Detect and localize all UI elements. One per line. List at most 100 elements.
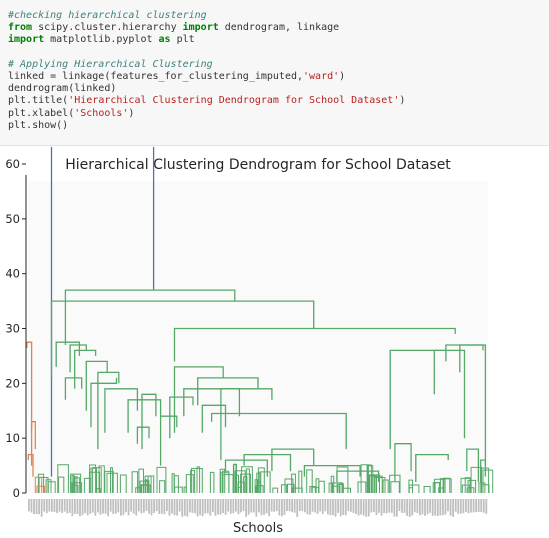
x-tick-label-mark [250, 499, 253, 513]
y-axis: 0 10 20 30 40 50 60 [5, 157, 27, 500]
code-cell[interactable]: #checking hierarchical clustering from sc… [0, 0, 549, 146]
x-tick-label-mark [293, 499, 296, 513]
x-tick-label-mark [352, 499, 355, 513]
code-line: dendrogram(linked) [8, 83, 405, 95]
dendrogram-leaf-merge [190, 470, 196, 493]
dendrogram-leaf-merge [408, 484, 420, 493]
x-tick-label-mark [30, 499, 33, 513]
dendrogram-link [415, 453, 449, 482]
code-token: linked = linkage(features_for_clustering… [8, 71, 304, 83]
x-tick-label-mark [286, 499, 288, 512]
dendrogram-leaf-merge [336, 466, 349, 493]
dendrogram-leaf-merge [190, 468, 203, 493]
dendrogram-leaf-merge [147, 475, 155, 493]
dendrogram-leaf-merge [390, 481, 400, 493]
code-line: from scipy.cluster.hierarchy import dend… [8, 22, 405, 34]
x-tick-label-mark [465, 499, 467, 512]
x-tick-label-mark [86, 499, 89, 516]
x-tick-label-mark [63, 499, 66, 512]
code-token: plt [170, 34, 195, 46]
x-tick-label-mark [91, 499, 94, 513]
dendrogram-link [271, 448, 315, 472]
dendrogram-link [173, 366, 224, 433]
x-tick-label-mark [222, 499, 225, 514]
dendrogram-link [97, 371, 120, 450]
x-tick-label-mark [237, 499, 240, 515]
x-tick-label-mark [143, 499, 145, 513]
x-tick-label-mark [171, 499, 173, 514]
x-tick-label-mark [408, 499, 411, 517]
dendrogram-leaf-merge [259, 471, 271, 493]
dendrogram-leaf-merge [144, 479, 148, 493]
dendrogram-leaf-merge [174, 486, 183, 493]
x-tick-label-mark [227, 499, 230, 512]
x-tick-label-mark [135, 499, 138, 516]
dendrogram-link [30, 421, 36, 450]
dendrogram-leaf-merge [90, 467, 97, 493]
x-tick-label-mark [132, 499, 135, 514]
x-tick-label-mark [186, 499, 189, 517]
x-tick-label-mark [212, 499, 214, 513]
x-tick-label-mark [176, 499, 179, 516]
dendrogram-link [459, 344, 487, 466]
x-tick-label-mark [71, 499, 74, 516]
x-tick-label-mark [426, 499, 429, 515]
x-tick-label-mark [378, 499, 380, 513]
dendrogram-leaf-merge [372, 475, 383, 493]
x-tick-label-mark [153, 499, 156, 513]
y-tick-label: 60 [5, 157, 20, 171]
leaf-lines [28, 181, 488, 493]
dendrogram-leaf-merge [141, 484, 152, 493]
dendrogram-leaf-merge [482, 469, 494, 493]
dendrogram-leaf-merge [480, 467, 490, 493]
cell-output: Hierarchical Clustering Dendrogram for S… [0, 147, 549, 538]
dendrogram-leaf-merge [88, 471, 101, 493]
x-tick-label-mark [365, 499, 368, 517]
dendrogram-leaf-merge [272, 487, 279, 493]
x-tick-label-mark [457, 499, 460, 514]
x-tick-label-mark [347, 499, 350, 512]
x-tick-label-mark [245, 499, 248, 517]
x-tick-label-mark [263, 499, 265, 515]
dendrogram-leaf-merge [256, 472, 262, 493]
x-tick-label-mark [470, 499, 472, 513]
x-tick-label-mark [201, 499, 204, 517]
dendrogram-leaf-merge [173, 475, 179, 493]
x-tick-label-mark [229, 499, 232, 514]
x-tick-label-mark [260, 499, 263, 516]
x-tick-label-mark [434, 499, 437, 516]
x-tick-label-mark [281, 499, 283, 517]
code-token: plt.xlabel( [8, 107, 75, 119]
dendrogram-leaf-merge [382, 479, 389, 493]
x-tick-label-mark [436, 499, 439, 517]
dendrogram-leaf-merge [243, 476, 248, 493]
x-tick-label-mark [355, 499, 357, 515]
x-tick-label-mark [288, 499, 291, 512]
dendrogram-leaf-merge [389, 474, 401, 493]
dendrogram-link [69, 344, 87, 373]
code-line: plt.xlabel('Schools') [8, 108, 405, 120]
x-tick-label-mark [485, 499, 488, 514]
x-tick-label-mark [291, 499, 294, 513]
x-tick-label-mark [449, 499, 452, 516]
x-tick-label-mark [191, 499, 194, 513]
x-tick-label-mark [411, 499, 414, 516]
dendrogram-leaf-merge [408, 479, 413, 493]
x-tick-label-mark [217, 499, 219, 515]
x-tick-label-mark [137, 499, 140, 512]
dendrogram-leaf-merge [36, 485, 46, 493]
x-tick-label-mark [388, 499, 391, 513]
x-tick-label-mark [406, 499, 409, 516]
x-tick-label-mark [419, 499, 421, 516]
x-tick-label-mark [160, 499, 163, 514]
code-editor[interactable]: #checking hierarchical clustering from sc… [8, 10, 405, 132]
x-tick-label-mark [79, 499, 81, 517]
x-tick-label-mark [275, 499, 278, 512]
x-tick-label-mark [459, 499, 462, 514]
x-tick-label-mark [360, 499, 363, 515]
x-tick-label-mark [298, 499, 301, 512]
x-tick-label-mark [112, 499, 115, 514]
code-line: plt.show() [8, 120, 405, 132]
x-tick-label-mark [442, 499, 444, 516]
dendrogram-link [210, 412, 347, 450]
